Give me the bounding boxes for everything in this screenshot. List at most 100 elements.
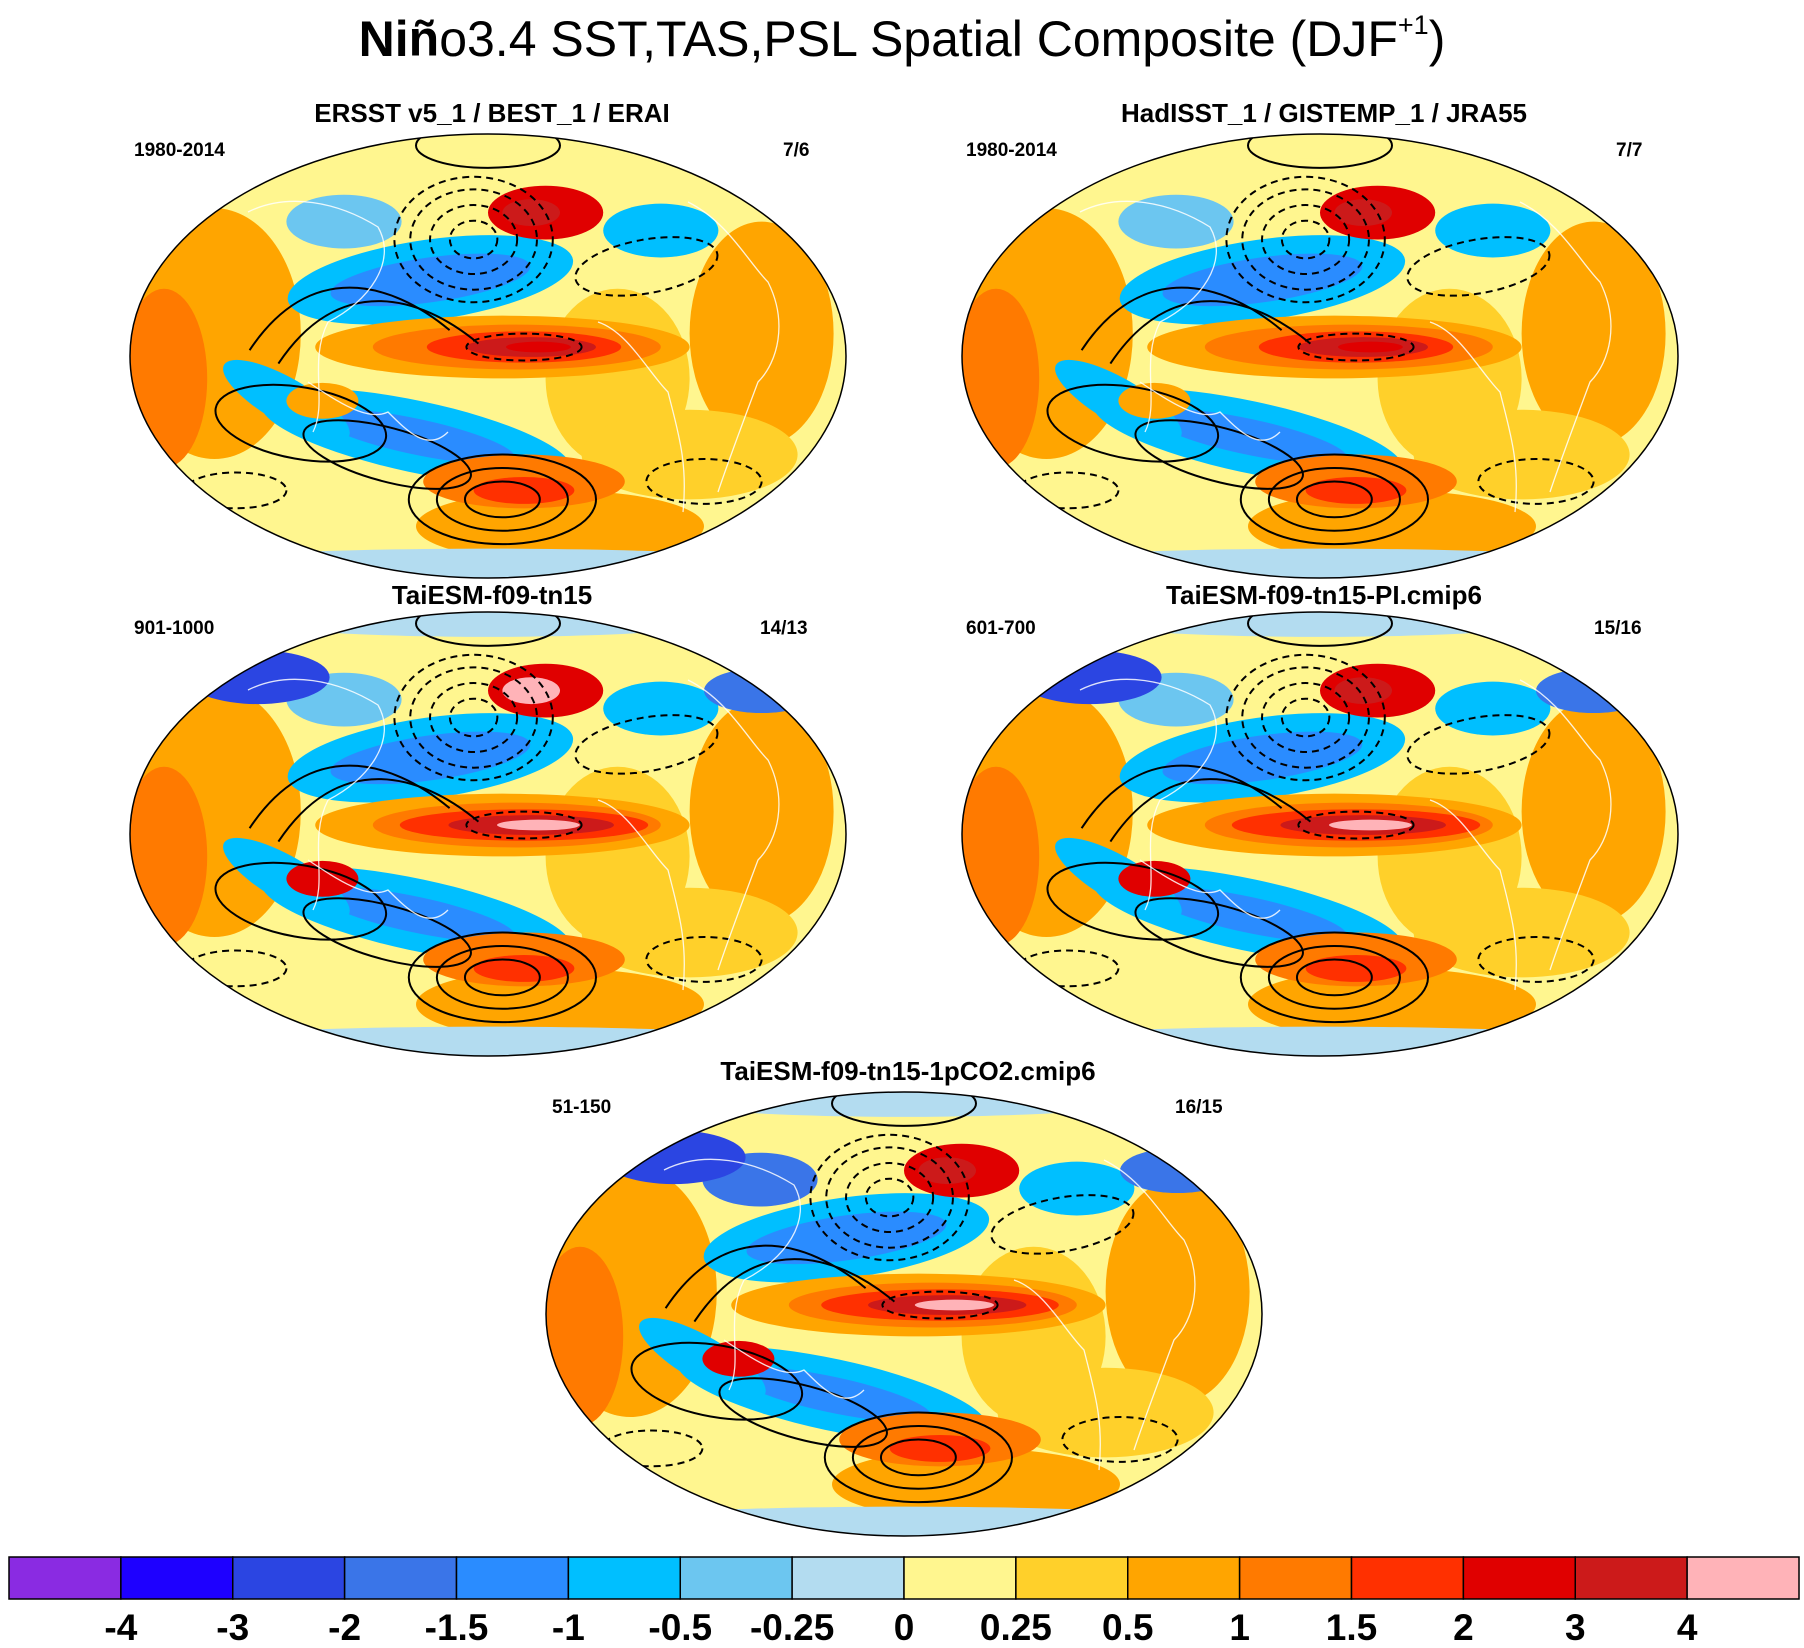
pressure-contour (851, 1425, 985, 1490)
temperature-anomaly-area (286, 382, 359, 419)
colorbar-tick-label: 3 (1564, 1607, 1586, 1648)
coastline (1519, 201, 1612, 493)
coastline (597, 799, 685, 991)
pressure-contour (718, 1377, 888, 1448)
colorbar (8, 1556, 1800, 1600)
colorbar-box (567, 1556, 682, 1600)
coastline (1429, 799, 1517, 991)
temperature-anomaly-area (1413, 887, 1630, 978)
temperature-anomaly-area (164, 548, 812, 578)
pressure-contour (302, 897, 472, 968)
coastline (307, 381, 449, 441)
colorbar-tick-label: -4 (104, 1607, 138, 1648)
pressure-contour (435, 945, 569, 1010)
temperature-anomaly-area (889, 1434, 991, 1462)
coastline (1139, 381, 1281, 441)
panel-years: 1980-2014 (134, 140, 225, 161)
pressure-contour (845, 1162, 935, 1234)
temperature-anomaly-area (473, 954, 575, 982)
pressure-contour (248, 286, 451, 351)
pressure-contour (465, 332, 583, 362)
pressure-contour (1225, 653, 1386, 782)
global-map (961, 611, 1679, 1057)
pressure-contour (645, 936, 763, 983)
colorbar-tick-label: -3 (216, 1607, 250, 1648)
panel-years: 1980-2014 (966, 140, 1057, 161)
temperature-anomaly-area (1435, 681, 1551, 736)
pressure-contour (831, 1092, 977, 1127)
pressure-contour (248, 764, 451, 829)
pressure-contour (409, 188, 538, 291)
pressure-contour (574, 714, 719, 775)
pressure-contour (214, 861, 388, 941)
pressure-contour (1406, 236, 1551, 297)
temperature-anomaly-area (164, 1026, 812, 1056)
pressure-contour (1267, 467, 1401, 532)
temperature-anomaly-area (603, 681, 719, 736)
colorbar-box (232, 1556, 346, 1600)
temperature-anomaly-area (1105, 1179, 1250, 1404)
pressure-contour (809, 1133, 970, 1262)
temperature-anomaly-area (581, 409, 798, 500)
pressure-contour (645, 458, 763, 505)
colorbar-tick-label: 1 (1229, 1607, 1250, 1648)
temperature-anomaly-area (1413, 409, 1630, 500)
temperature-anomaly-area (502, 677, 560, 705)
pressure-contour (1267, 945, 1401, 1010)
pressure-contour (1406, 714, 1551, 775)
coastline (1079, 200, 1217, 433)
colorbar-tick-label: -0.25 (749, 1607, 835, 1648)
colorbar-tick-label: -2 (328, 1607, 362, 1648)
temperature-anomaly-area (1162, 731, 1363, 785)
map-border (961, 133, 1679, 579)
pressure-contour (393, 653, 554, 782)
pressure-contour (1280, 219, 1331, 260)
colorbar-box (1350, 1556, 1465, 1600)
pressure-contour (1080, 286, 1283, 351)
temperature-anomaly-area (1334, 199, 1392, 227)
pressure-contour (990, 1194, 1135, 1255)
temperature-anomaly-area (286, 860, 359, 897)
pressure-contour (1225, 175, 1386, 304)
map-border (129, 611, 847, 1057)
coastline (1013, 1279, 1101, 1471)
pressure-contour (1297, 332, 1415, 362)
temperature-anomaly-area (918, 1157, 976, 1185)
temperature-anomaly-area (1019, 1161, 1135, 1216)
colorbar-tick-label: -1.5 (424, 1607, 489, 1648)
colorbar-box (1686, 1556, 1800, 1600)
colorbar-box (455, 1556, 570, 1600)
temperature-anomaly-area (996, 1026, 1644, 1056)
colorbar-box (120, 1556, 234, 1600)
map-border (129, 133, 847, 579)
pressure-contour (1061, 1416, 1179, 1463)
pressure-contour (1247, 134, 1393, 169)
pressure-contour (1280, 697, 1331, 738)
temperature-anomaly-area (689, 699, 834, 924)
temperature-anomaly-area (1305, 954, 1407, 982)
temperature-anomaly-area (473, 476, 575, 504)
pressure-contour (393, 175, 554, 304)
colorbar-box (679, 1556, 793, 1600)
pressure-contour (574, 236, 719, 297)
colorbar-box (343, 1556, 458, 1600)
pressure-contour (1134, 419, 1304, 490)
pressure-contour (1247, 612, 1393, 647)
coastline (1519, 679, 1612, 971)
pressure-contour (1477, 458, 1595, 505)
colorbar-tick-label: 0.5 (1102, 1607, 1154, 1648)
pressure-contour (879, 1438, 957, 1477)
pressure-contour (1046, 861, 1220, 941)
pressure-contour (825, 1146, 954, 1249)
temperature-anomaly-area (1162, 253, 1363, 307)
pressure-contour (1241, 666, 1370, 769)
panel-years: 51-150 (552, 1097, 612, 1118)
temperature-anomaly-area (1334, 677, 1392, 705)
pressure-contour (465, 810, 583, 840)
pressure-contour (1109, 300, 1312, 365)
temperature-anomaly-area (746, 1211, 947, 1265)
global-map (129, 133, 847, 579)
pressure-contour (277, 778, 480, 843)
panel-title: TaiESM-f09-tn15-PI.cmip6 (1166, 580, 1482, 610)
temperature-anomaly-area (996, 548, 1644, 578)
